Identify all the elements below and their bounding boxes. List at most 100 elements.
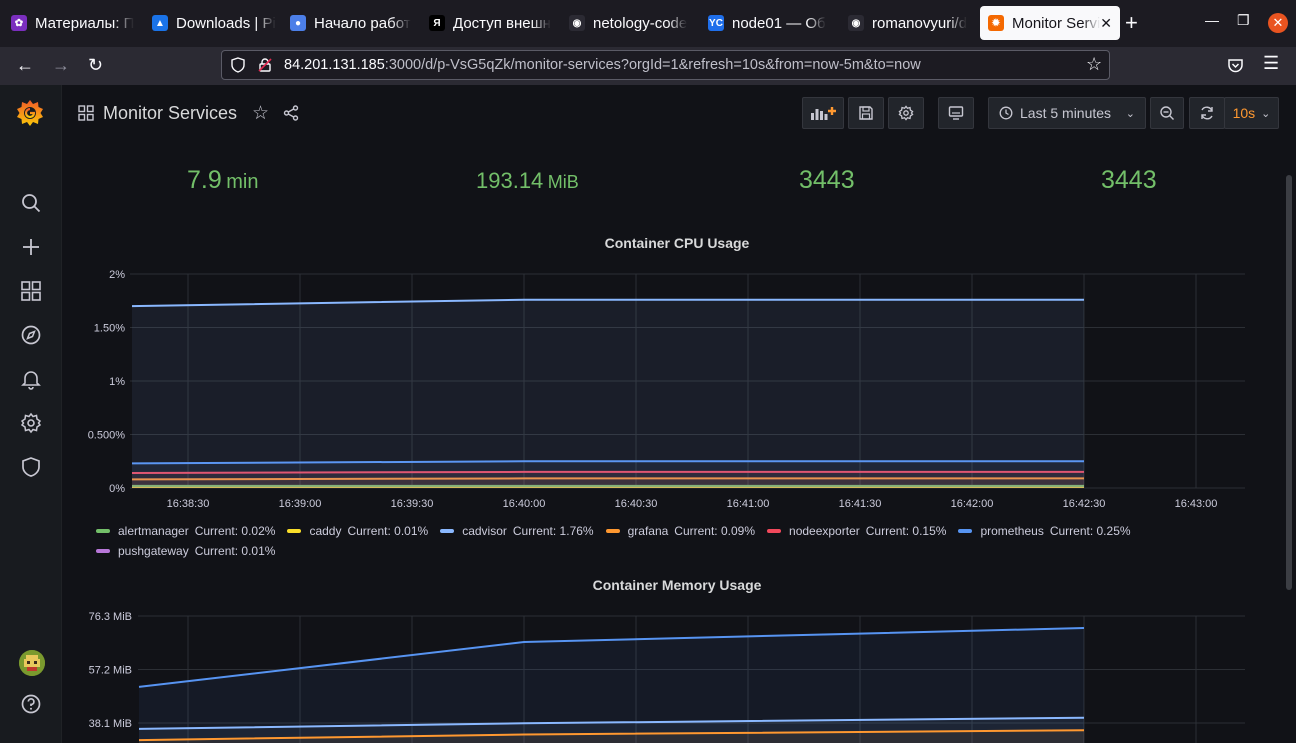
legend-item[interactable]: alertmanager Current: 0.02% bbox=[96, 522, 275, 540]
memory-panel-title[interactable]: Container Memory Usage bbox=[592, 577, 762, 593]
insecure-lock-icon[interactable] bbox=[257, 57, 273, 73]
dashboards-icon[interactable] bbox=[20, 280, 42, 302]
server-admin-shield-icon[interactable] bbox=[20, 456, 42, 478]
minimize-icon[interactable]: — bbox=[1205, 12, 1219, 28]
legend-swatch bbox=[96, 529, 110, 533]
legend-item[interactable]: pushgateway Current: 0.01% bbox=[96, 542, 275, 560]
dashboard-settings-button[interactable] bbox=[888, 97, 924, 129]
tab-favicon-icon: Я bbox=[429, 15, 445, 31]
legend-current-value: Current: 0.01% bbox=[347, 524, 429, 538]
save-dashboard-button[interactable] bbox=[848, 97, 884, 129]
legend-current-value: Current: 0.09% bbox=[674, 524, 756, 538]
tab-favicon-icon: ✿ bbox=[11, 15, 27, 31]
tab-favicon-icon: ◉ bbox=[848, 15, 864, 31]
add-panel-button[interactable] bbox=[802, 97, 844, 129]
legend-item[interactable]: caddy Current: 0.01% bbox=[287, 522, 428, 540]
monitor-icon bbox=[948, 106, 964, 120]
browser-tab[interactable]: ✿ Материалы: П bbox=[9, 6, 139, 40]
search-icon[interactable] bbox=[20, 192, 42, 214]
series-area bbox=[139, 730, 1084, 743]
x-tick-label: 16:42:00 bbox=[951, 498, 994, 510]
new-tab-icon[interactable]: + bbox=[1125, 10, 1138, 35]
time-picker-button[interactable]: Last 5 minutes ⌄ bbox=[988, 97, 1146, 129]
x-tick-label: 16:42:30 bbox=[1063, 498, 1106, 510]
create-plus-icon[interactable] bbox=[20, 236, 42, 258]
reload-icon[interactable]: ↻ bbox=[88, 55, 104, 75]
y-tick-label: 76.3 MiB bbox=[89, 611, 132, 623]
stat-value-3: 3443 bbox=[799, 166, 855, 194]
url-path: :3000/d/p-VsG5qZk/monitor-services?orgId… bbox=[384, 57, 921, 73]
window-close-icon[interactable]: ✕ bbox=[1268, 13, 1288, 33]
user-avatar[interactable] bbox=[19, 650, 45, 676]
browser-tab[interactable]: YC node01 — Об bbox=[706, 6, 836, 40]
x-tick-label: 16:41:00 bbox=[727, 498, 770, 510]
tab-title: Downloads | Pi bbox=[176, 14, 276, 32]
x-tick-label: 16:40:00 bbox=[503, 498, 546, 510]
legend-series-name: prometheus bbox=[980, 524, 1044, 538]
stat-value: 193.14 bbox=[476, 168, 544, 193]
menu-icon[interactable]: ☰ bbox=[1263, 53, 1280, 73]
browser-tab[interactable]: ● Начало работ bbox=[288, 6, 418, 40]
alerting-bell-icon[interactable] bbox=[20, 368, 42, 390]
legend-series-name: nodeexporter bbox=[789, 524, 860, 538]
browser-tab[interactable]: ▲ Downloads | Pi bbox=[150, 6, 280, 40]
refresh-interval-value: 10s bbox=[1232, 105, 1256, 121]
share-icon[interactable] bbox=[283, 105, 299, 121]
legend-series-name: cadvisor bbox=[462, 524, 507, 538]
memory-usage-chart: 38.1 MiB 57.2 MiB 76.3 MiB bbox=[89, 611, 1245, 743]
x-tick-label: 16:41:30 bbox=[839, 498, 882, 510]
cpu-panel-title[interactable]: Container CPU Usage bbox=[604, 235, 750, 251]
legend-item[interactable]: prometheus Current: 0.25% bbox=[958, 522, 1131, 540]
url-host: 84.201.131.185 bbox=[284, 57, 385, 73]
explore-compass-icon[interactable] bbox=[20, 324, 42, 346]
forward-icon[interactable]: → bbox=[52, 55, 70, 75]
zoom-out-button[interactable] bbox=[1150, 97, 1184, 129]
bookmark-star-icon[interactable]: ☆ bbox=[1086, 54, 1103, 74]
shield-icon[interactable] bbox=[230, 57, 246, 73]
pocket-icon[interactable] bbox=[1227, 57, 1244, 74]
star-favorite-icon[interactable]: ☆ bbox=[252, 103, 270, 124]
legend-swatch bbox=[287, 529, 302, 533]
legend-current-value: Current: 0.15% bbox=[865, 524, 947, 538]
refresh-dashboard-button[interactable] bbox=[1189, 97, 1225, 129]
series-line-nodeexporter bbox=[131, 470, 1084, 474]
tab-close-icon[interactable]: ✕ bbox=[1100, 14, 1112, 31]
series-line bbox=[138, 627, 1085, 688]
legend-item[interactable]: nodeexporter Current: 0.15% bbox=[767, 522, 946, 540]
help-icon[interactable] bbox=[20, 693, 42, 715]
legend-current-value: Current: 0.01% bbox=[194, 544, 276, 558]
url-text[interactable]: 84.201.131.185:3000/d/p-VsG5qZk/monitor-… bbox=[284, 57, 921, 73]
stat-memory: 193.14 MiB bbox=[476, 168, 579, 194]
tab-favicon-icon: ● bbox=[290, 15, 306, 31]
y-tick-label: 1% bbox=[109, 376, 125, 388]
tab-favicon-icon: YC bbox=[708, 15, 724, 31]
back-icon[interactable]: ← bbox=[16, 55, 34, 75]
tab-title: node01 — Об bbox=[732, 14, 826, 32]
configuration-gear-icon[interactable] bbox=[20, 412, 42, 434]
tab-favicon-icon: ✹ bbox=[988, 15, 1004, 31]
dashboard-title[interactable]: Monitor Services bbox=[103, 103, 238, 123]
browser-tab[interactable]: ◉ romanovyuri/d bbox=[846, 6, 976, 40]
browser-tab[interactable]: ◉ netology-code bbox=[567, 6, 697, 40]
save-icon bbox=[859, 106, 873, 120]
series-line-cadvisor bbox=[131, 298, 1084, 308]
browser-tab[interactable]: ✹ Monitor Servi ✕ bbox=[980, 6, 1120, 40]
legend-current-value: Current: 1.76% bbox=[512, 524, 594, 538]
refresh-interval-picker[interactable]: 10s ⌄ bbox=[1224, 97, 1279, 129]
legend-series-name: caddy bbox=[309, 524, 342, 538]
address-bar[interactable]: 84.201.131.185:3000/d/p-VsG5qZk/monitor-… bbox=[221, 50, 1110, 80]
grafana-logo-icon[interactable] bbox=[14, 97, 46, 129]
legend-current-value: Current: 0.02% bbox=[194, 524, 276, 538]
maximize-icon[interactable]: ❐ bbox=[1237, 12, 1250, 28]
cycle-view-mode-button[interactable] bbox=[938, 97, 974, 129]
cpu-usage-chart: 0% 0.500% 1% 1.50% 2% 16:38:30 16:39:00 16:39:3… bbox=[88, 269, 1245, 510]
legend-item[interactable]: cadvisor Current: 1.76% bbox=[440, 522, 594, 540]
clock-icon bbox=[999, 106, 1013, 120]
scrollbar[interactable] bbox=[1286, 175, 1292, 590]
legend-current-value: Current: 0.25% bbox=[1049, 524, 1131, 538]
tab-title: romanovyuri/d bbox=[872, 14, 968, 32]
browser-tab[interactable]: Я Доступ внешн bbox=[427, 6, 557, 40]
tab-title: netology-code bbox=[593, 14, 688, 32]
tab-title: Начало работ bbox=[314, 14, 411, 32]
legend-item[interactable]: grafana Current: 0.09% bbox=[605, 522, 756, 540]
